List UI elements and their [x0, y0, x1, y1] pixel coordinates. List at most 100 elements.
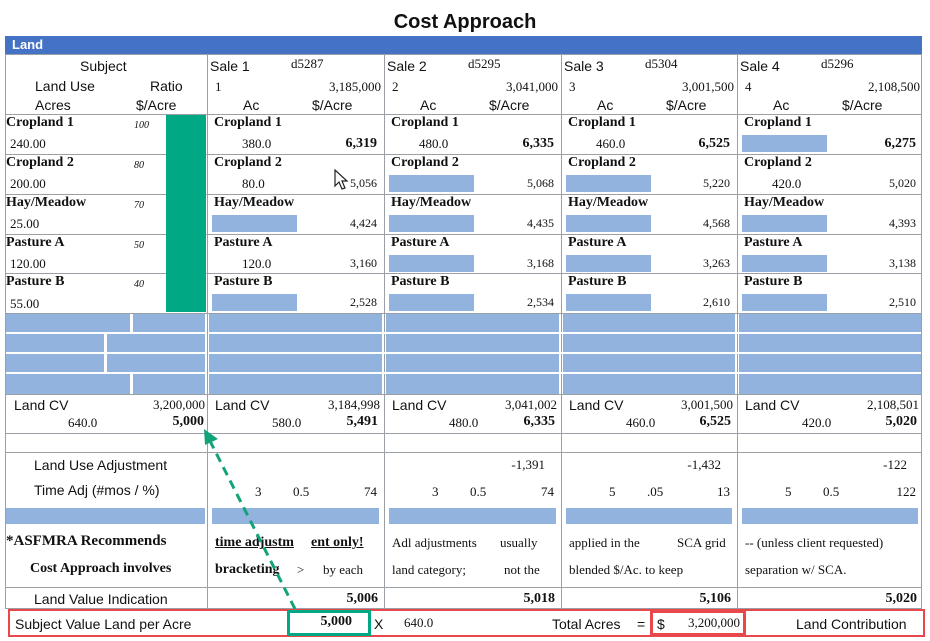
sale-row-name: Pasture B — [568, 274, 627, 289]
time-adj-value: 74 — [541, 484, 554, 499]
sale-row-empty-fill — [389, 255, 474, 272]
sale-row-value: 4,568 — [703, 216, 730, 230]
sale-land-cv-label: Land CV — [569, 397, 624, 413]
sale-row-value: 3,138 — [889, 256, 916, 270]
sale-label: Sale 4 — [740, 58, 780, 74]
sale-row-name: Pasture B — [391, 274, 450, 289]
recommendation-note: time adjustm — [215, 535, 294, 550]
sale-row-empty-fill — [566, 175, 651, 192]
sale-row-value: 6,275 — [884, 136, 917, 151]
sale-row-value: 4,424 — [350, 216, 377, 230]
subject-row-acres: 55.00 — [10, 296, 40, 311]
ratio-label: Ratio — [150, 78, 183, 94]
sale-row-value: 2,510 — [889, 295, 916, 309]
time-adj-value: 74 — [364, 484, 377, 499]
recommendation-note: usually — [500, 535, 538, 550]
land-value-indication: 5,020 — [885, 591, 918, 606]
land-contribution-label: Land Contribution — [796, 616, 907, 632]
subject-row-name: Cropland 1 — [6, 115, 74, 130]
sale-row-value: 3,168 — [527, 256, 554, 270]
recommendation-note: separation w/ SCA. — [745, 562, 847, 577]
sale-row-empty-fill — [742, 215, 827, 232]
sale-row-value: 6,319 — [345, 136, 378, 151]
sale-row-value: 2,610 — [703, 295, 730, 309]
subject-total-acres: 640.0 — [68, 415, 98, 430]
sale-id: d5295 — [468, 56, 501, 71]
time-adj-months: 5 — [609, 484, 616, 499]
sale-row-empty-fill — [389, 294, 474, 311]
subject-row-ratio: 100 — [134, 120, 149, 131]
subject-row-name: Cropland 2 — [6, 155, 74, 170]
sale-row-value: 6,335 — [522, 136, 555, 151]
sale-id: d5287 — [291, 56, 324, 71]
recommend-line-1: *ASFMRA Recommends — [6, 533, 167, 549]
time-adj-months: 5 — [785, 484, 792, 499]
sale-land-cv-value: 3,184,998 — [328, 397, 380, 412]
subject-row-acres: 25.00 — [10, 216, 40, 231]
acres-column-label: Ac — [420, 97, 437, 113]
empty-block-sale-2 — [386, 314, 559, 394]
sale-label: Sale 1 — [210, 58, 250, 74]
subject-row-acres: 200.00 — [10, 176, 46, 191]
empty-block-sale-4 — [739, 314, 921, 394]
sale-row-name: Cropland 2 — [214, 155, 282, 170]
acres-label: Acres — [35, 97, 71, 113]
sale-label: Sale 2 — [387, 58, 427, 74]
equals-symbol: = — [637, 616, 646, 632]
acres-column-label: Ac — [243, 97, 260, 113]
sale-row-name: Hay/Meadow — [214, 195, 295, 210]
acres-column-label: Ac — [773, 97, 790, 113]
sale-id: d5296 — [821, 56, 854, 71]
subject-per-acre-highlight — [166, 115, 206, 312]
sale-id: d5304 — [645, 56, 678, 71]
sale-per-acre-total: 5,491 — [346, 414, 379, 429]
sale-total-acres: 420.0 — [802, 415, 832, 430]
subject-value-highlight-box — [287, 610, 371, 636]
sale-row-value: 6,525 — [698, 136, 731, 151]
subject-per-acre-label: $/Acre — [136, 97, 177, 113]
land-use-adjustment-value: -122 — [883, 457, 907, 472]
recommendation-note: ent only! — [311, 535, 364, 550]
sale-row-empty-fill — [742, 135, 827, 152]
footer-row-outline — [8, 609, 925, 637]
time-adj-percent: 0.5 — [823, 484, 840, 499]
sale-row-name: Cropland 1 — [568, 115, 636, 130]
sale-row-name: Cropland 1 — [391, 115, 459, 130]
sale-row-acres: 460.0 — [596, 136, 626, 151]
sale-row-name: Hay/Meadow — [391, 195, 472, 210]
sale-row-name: Pasture B — [214, 274, 273, 289]
sale-row-value: 4,435 — [527, 216, 554, 230]
subject-row-name: Pasture B — [6, 274, 65, 289]
sale-row-acres: 420.0 — [772, 176, 802, 191]
sale-land-cv-value: 3,041,002 — [505, 397, 557, 412]
per-acre-column-label: $/Acre — [842, 97, 883, 113]
sale-row-empty-fill — [566, 215, 651, 232]
sale-row-name: Cropland 2 — [568, 155, 636, 170]
recommendation-note: applied in the — [569, 535, 640, 550]
sale-row-acres: 120.0 — [242, 256, 272, 271]
land-use-label: Land Use — [35, 78, 95, 94]
sale-number: 3 — [569, 79, 576, 94]
sale-price: 2,108,500 — [868, 79, 920, 94]
per-acre-column-label: $/Acre — [489, 97, 530, 113]
sale-per-acre-total: 6,525 — [699, 414, 732, 429]
subject-row-name: Pasture A — [6, 235, 65, 250]
subject-value-per-acre: 5,000 — [320, 614, 353, 629]
sale-row-empty-fill — [566, 294, 651, 311]
sale-land-cv-value: 2,108,501 — [867, 397, 919, 412]
page-title: Cost Approach — [393, 11, 537, 33]
subject-empty-fill — [6, 508, 205, 524]
recommendation-note: Adl adjustments — [392, 535, 477, 550]
sale-total-acres: 580.0 — [272, 415, 302, 430]
subject-header: Subject — [80, 58, 127, 74]
time-adj-value: 13 — [717, 484, 730, 499]
sale-empty-fill — [212, 508, 379, 524]
sale-empty-fill — [566, 508, 732, 524]
subject-row-acres: 120.00 — [10, 256, 46, 271]
sale-row-name: Pasture A — [744, 235, 803, 250]
subject-row-ratio: 40 — [134, 279, 144, 290]
sale-per-acre-total: 6,335 — [523, 414, 556, 429]
sale-row-value: 3,160 — [350, 256, 377, 270]
sale-price: 3,041,000 — [506, 79, 558, 94]
land-value-indication-label: Land Value Indication — [34, 591, 168, 607]
